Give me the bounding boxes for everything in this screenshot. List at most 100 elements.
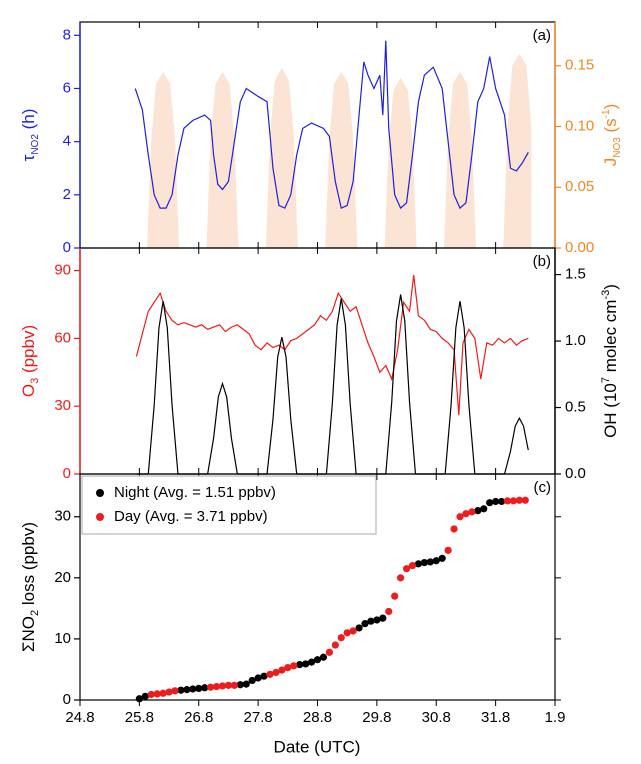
data-point: [201, 684, 209, 692]
x-tick-label: 27.8: [244, 709, 273, 726]
x-axis-label: Date (UTC): [274, 737, 361, 756]
data-point: [272, 668, 280, 677]
y-axis-label: ΣNO2 loss (ppbv): [19, 522, 40, 652]
x-tick-label: 25.8: [125, 709, 154, 726]
data-point: [420, 558, 428, 567]
data-point: [159, 689, 167, 697]
label-part: OH (10: [601, 383, 620, 438]
data-point: [497, 497, 506, 506]
label-part: NO3: [612, 137, 623, 158]
y-tick-label: 30: [54, 508, 71, 525]
data-point: [414, 560, 423, 568]
data-point: [141, 692, 149, 700]
data-point: [147, 690, 155, 699]
label-part: 3: [29, 378, 41, 384]
data-point: [331, 641, 339, 649]
line: [136, 294, 529, 475]
data-point: [397, 574, 405, 582]
y-tick-label: 0: [63, 691, 71, 708]
data-point: [177, 686, 185, 694]
data-point: [319, 653, 328, 661]
data-point: [426, 558, 434, 566]
data-point: [218, 682, 227, 690]
x-tick-label: 30.8: [422, 709, 451, 726]
label-part: molec cm: [601, 300, 620, 377]
y-tick-label: 60: [54, 329, 71, 346]
y-tick-label: 2: [63, 186, 71, 203]
data-point: [189, 685, 197, 693]
x-tick-label: 1.9: [545, 709, 566, 726]
x-tick-label: 28.8: [303, 709, 332, 726]
data-point: [325, 648, 333, 656]
x-tick-label: 31.8: [481, 709, 510, 726]
y2-tick-label: 0.00: [565, 239, 594, 256]
label-part: 2: [29, 610, 41, 616]
data-point: [468, 508, 476, 516]
data-point: [337, 634, 345, 642]
y-tick-label: 6: [63, 79, 71, 96]
data-point: [207, 683, 215, 691]
y-tick-label: 4: [63, 133, 71, 150]
y-tick-label: 20: [54, 569, 71, 586]
y2-tick-label: 0.15: [565, 57, 594, 74]
data-point: [515, 496, 523, 504]
data-point: [153, 690, 161, 698]
data-point: [195, 684, 203, 692]
legend-marker: [96, 513, 104, 521]
y-tick-label: 8: [63, 26, 71, 43]
label-part: ): [601, 284, 620, 290]
data-point: [248, 676, 256, 685]
label-part: -1: [601, 109, 612, 118]
data-point: [385, 607, 393, 616]
data-point: [480, 505, 488, 513]
y-axis-label: O3 (ppbv): [19, 325, 40, 397]
y-axis-label: τNO2 (h): [19, 109, 40, 162]
data-point: [373, 616, 381, 624]
label-part: (s: [601, 118, 620, 137]
data-point: [408, 562, 417, 570]
data-point: [171, 687, 179, 695]
y-tick-label: 10: [54, 630, 71, 647]
data-point: [509, 497, 518, 505]
y2-tick-label: 0.05: [565, 178, 594, 195]
data-point: [438, 554, 446, 562]
data-point: [521, 496, 529, 504]
data-point: [432, 557, 440, 565]
data-point: [183, 686, 191, 694]
data-point: [343, 629, 351, 637]
y-tick-label: 0: [63, 239, 71, 256]
label-part: ): [601, 104, 620, 110]
data-point: [290, 662, 298, 670]
legend-marker: [96, 489, 104, 497]
data-point: [391, 592, 399, 600]
panel-label: (c): [534, 479, 552, 496]
data-point: [266, 670, 274, 678]
y2-tick-label: 0.0: [565, 465, 586, 482]
area: [147, 53, 532, 248]
legend-label: Day (Avg. = 3.71 ppbv): [114, 508, 268, 525]
x-tick-label: 26.8: [184, 709, 213, 726]
data-point: [379, 614, 387, 622]
data-point: [242, 680, 250, 688]
data-point: [444, 546, 452, 554]
data-point: [296, 660, 304, 669]
data-point: [236, 681, 244, 689]
data-point: [492, 497, 500, 506]
data-point: [313, 656, 322, 664]
data-point: [302, 660, 310, 668]
legend-label: Night (Avg. = 1.51 ppbv): [114, 484, 276, 501]
data-point: [260, 672, 268, 680]
y-tick-label: 90: [54, 262, 71, 279]
data-point: [503, 497, 512, 505]
data-point: [402, 565, 411, 573]
y2-axis-label: JNO3 (s-1): [601, 104, 623, 167]
label-part: loss (ppbv): [19, 522, 38, 610]
y2-tick-label: 0.5: [565, 398, 586, 415]
data-point: [230, 681, 238, 689]
label-part: (h): [19, 109, 38, 135]
data-point: [450, 525, 458, 533]
line: [134, 40, 529, 210]
label-part: ΣNO: [19, 616, 38, 652]
y2-tick-label: 1.5: [565, 266, 586, 283]
